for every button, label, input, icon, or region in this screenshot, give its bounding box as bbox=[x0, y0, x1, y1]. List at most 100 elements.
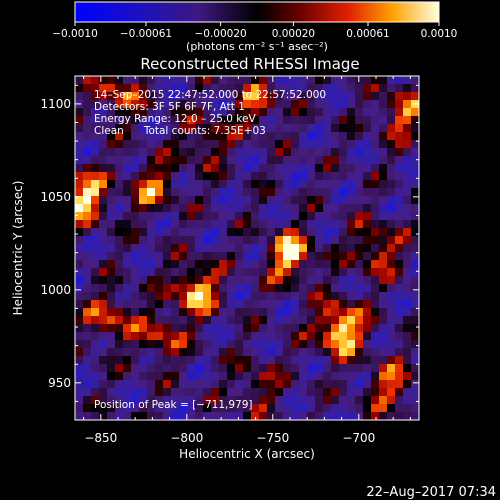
heatmap-cell bbox=[395, 76, 404, 85]
heatmap-cell bbox=[227, 204, 236, 213]
heatmap-cell bbox=[267, 372, 276, 381]
heatmap-cell bbox=[291, 332, 300, 341]
heatmap-cell bbox=[147, 316, 156, 325]
heatmap-cell bbox=[163, 332, 172, 341]
heatmap-cell bbox=[395, 164, 404, 173]
heatmap-cell bbox=[131, 276, 140, 285]
x-tick-label: −800 bbox=[170, 431, 203, 445]
heatmap-cell bbox=[203, 100, 212, 109]
heatmap-cell bbox=[235, 84, 244, 93]
heatmap-cell bbox=[347, 84, 356, 93]
heatmap-cell bbox=[187, 140, 196, 149]
heatmap-cell bbox=[91, 268, 100, 277]
heatmap-cell bbox=[323, 132, 332, 141]
heatmap-cell bbox=[195, 364, 204, 373]
heatmap-cell bbox=[99, 372, 108, 381]
heatmap-cell bbox=[99, 260, 108, 269]
heatmap-cell bbox=[275, 188, 284, 197]
heatmap-cell bbox=[283, 252, 292, 261]
heatmap-cell bbox=[123, 340, 132, 349]
heatmap-cell bbox=[75, 236, 84, 245]
heatmap-cell bbox=[179, 396, 188, 405]
heatmap-cell bbox=[323, 332, 332, 341]
heatmap-cell bbox=[387, 204, 396, 213]
heatmap-cell bbox=[411, 348, 419, 357]
heatmap-cell bbox=[147, 388, 156, 397]
heatmap-cell bbox=[291, 292, 300, 301]
heatmap-cell bbox=[243, 332, 252, 341]
heatmap-cell bbox=[275, 148, 284, 157]
heatmap-cell bbox=[275, 244, 284, 253]
heatmap-cell bbox=[395, 308, 404, 317]
heatmap-cell bbox=[123, 212, 132, 221]
heatmap-cell bbox=[355, 380, 364, 389]
heatmap-cell bbox=[299, 204, 308, 213]
heatmap-cell bbox=[259, 132, 268, 141]
heatmap-cell bbox=[91, 324, 100, 333]
heatmap-cell bbox=[331, 348, 340, 357]
heatmap-cell bbox=[83, 228, 92, 237]
heatmap-cell bbox=[195, 124, 204, 133]
heatmap-cell bbox=[99, 412, 108, 420]
heatmap-cell bbox=[107, 252, 116, 261]
heatmap-cell bbox=[163, 356, 172, 365]
heatmap-cell bbox=[123, 204, 132, 213]
heatmap-cell bbox=[411, 244, 419, 253]
heatmap-cell bbox=[291, 364, 300, 373]
heatmap-cell bbox=[219, 228, 228, 237]
heatmap-cell bbox=[259, 268, 268, 277]
heatmap-cell bbox=[235, 244, 244, 253]
heatmap-cell bbox=[339, 332, 348, 341]
heatmap-cell bbox=[75, 364, 84, 373]
heatmap-cell bbox=[403, 124, 412, 133]
heatmap-cell bbox=[275, 348, 284, 357]
annotation-energy: Energy Range: 12.0 – 25.0 keV bbox=[94, 113, 256, 125]
heatmap-cell bbox=[187, 108, 196, 117]
heatmap-cell bbox=[227, 324, 236, 333]
heatmap-cell bbox=[83, 388, 92, 397]
heatmap-cell bbox=[75, 108, 84, 117]
heatmap-cell bbox=[179, 204, 188, 213]
heatmap-cell bbox=[299, 180, 308, 189]
heatmap-cell bbox=[411, 164, 419, 173]
heatmap-cell bbox=[291, 132, 300, 141]
heatmap-cell bbox=[139, 100, 148, 109]
y-tick-label: 1100 bbox=[40, 97, 71, 111]
heatmap-cell bbox=[91, 340, 100, 349]
heatmap-cell bbox=[403, 100, 412, 109]
heatmap-cell bbox=[139, 92, 148, 101]
heatmap-cell bbox=[75, 148, 84, 157]
heatmap-cell bbox=[251, 156, 260, 165]
heatmap-cell bbox=[107, 244, 116, 253]
heatmap-cell bbox=[379, 388, 388, 397]
heatmap-cell bbox=[123, 276, 132, 285]
heatmap-cell bbox=[211, 172, 220, 181]
heatmap-cell bbox=[131, 196, 140, 205]
heatmap-cell bbox=[411, 356, 419, 365]
heatmap-cell bbox=[163, 156, 172, 165]
heatmap-cell bbox=[147, 212, 156, 221]
heatmap-cell bbox=[195, 132, 204, 141]
heatmap-cell bbox=[395, 116, 404, 125]
heatmap-cell bbox=[203, 116, 212, 125]
heatmap-cell bbox=[235, 340, 244, 349]
heatmap-cell bbox=[235, 148, 244, 157]
heatmap-cell bbox=[363, 356, 372, 365]
heatmap-cell bbox=[395, 388, 404, 397]
heatmap-cell bbox=[219, 324, 228, 333]
heatmap-cell bbox=[395, 396, 404, 405]
heatmap-cell bbox=[355, 92, 364, 101]
heatmap-cell bbox=[411, 364, 419, 373]
heatmap-cell bbox=[291, 124, 300, 133]
heatmap-cell bbox=[163, 284, 172, 293]
heatmap-cell bbox=[291, 204, 300, 213]
heatmap-cell bbox=[163, 268, 172, 277]
heatmap-cell bbox=[179, 380, 188, 389]
heatmap-cell bbox=[115, 116, 124, 125]
heatmap-cell bbox=[99, 204, 108, 213]
heatmap-cell bbox=[243, 324, 252, 333]
heatmap-cell bbox=[291, 140, 300, 149]
heatmap-cell bbox=[251, 396, 260, 405]
heatmap-cell bbox=[339, 212, 348, 221]
heatmap-cell bbox=[75, 300, 84, 309]
